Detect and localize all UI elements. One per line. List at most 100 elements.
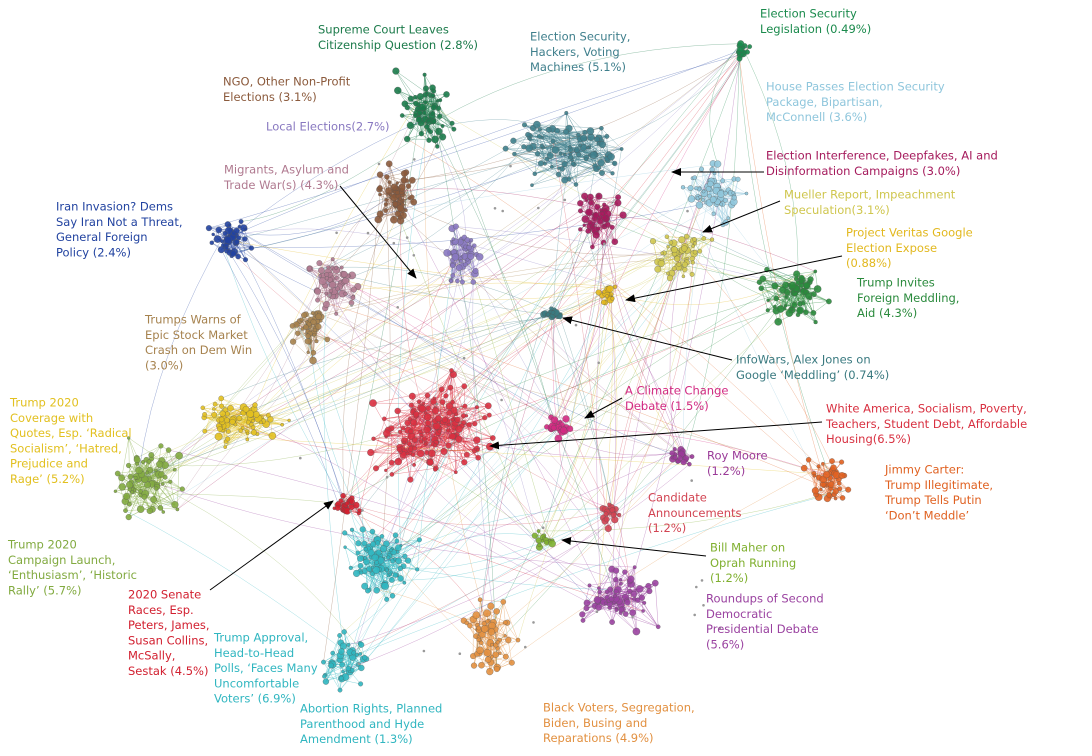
node xyxy=(717,190,725,198)
node xyxy=(687,185,694,192)
node xyxy=(236,235,242,241)
node xyxy=(314,288,321,295)
node xyxy=(384,174,390,180)
edge xyxy=(335,293,346,314)
node xyxy=(711,211,716,216)
node xyxy=(581,192,589,200)
node xyxy=(306,350,310,355)
node xyxy=(796,306,804,315)
node xyxy=(807,276,814,283)
node xyxy=(399,113,405,118)
node xyxy=(736,55,743,62)
node xyxy=(295,330,301,336)
node xyxy=(305,333,311,339)
node xyxy=(678,236,686,244)
node xyxy=(692,249,698,255)
edge xyxy=(459,267,474,283)
node xyxy=(408,176,416,184)
edge xyxy=(556,130,571,158)
node xyxy=(695,201,704,209)
node xyxy=(330,257,335,262)
edge xyxy=(564,429,839,480)
edge xyxy=(530,137,584,140)
edge xyxy=(573,139,598,165)
node xyxy=(691,244,695,248)
node xyxy=(465,257,470,262)
node xyxy=(324,336,331,343)
edge xyxy=(204,398,222,415)
node xyxy=(395,181,399,185)
node xyxy=(697,248,703,254)
node xyxy=(350,286,357,293)
node xyxy=(744,49,750,55)
node xyxy=(227,223,232,227)
node xyxy=(692,237,697,242)
node xyxy=(413,100,419,107)
node xyxy=(550,424,557,431)
node xyxy=(581,215,590,223)
edge xyxy=(796,289,814,314)
edge xyxy=(580,138,602,164)
edge xyxy=(177,455,180,510)
node xyxy=(205,225,212,232)
node xyxy=(578,227,583,232)
node xyxy=(602,289,607,294)
edge xyxy=(407,107,422,134)
node xyxy=(698,195,702,199)
node xyxy=(794,276,799,281)
node xyxy=(701,189,706,194)
node xyxy=(596,193,601,198)
node xyxy=(418,131,425,137)
edge xyxy=(373,401,420,439)
node xyxy=(314,339,319,344)
node xyxy=(405,183,412,189)
node xyxy=(619,211,627,219)
node xyxy=(315,313,322,320)
node xyxy=(407,95,414,102)
node xyxy=(431,135,439,144)
node xyxy=(383,202,388,207)
node xyxy=(392,67,400,75)
node xyxy=(731,195,737,201)
node xyxy=(426,137,432,143)
node xyxy=(689,271,695,277)
node xyxy=(747,44,753,49)
edge xyxy=(464,386,466,407)
node xyxy=(560,426,568,434)
node xyxy=(563,152,567,157)
node xyxy=(384,198,388,202)
edge xyxy=(565,131,609,156)
node xyxy=(449,120,455,126)
edge xyxy=(446,252,463,283)
edge xyxy=(433,107,455,130)
node xyxy=(813,269,818,274)
node xyxy=(744,191,749,196)
node xyxy=(310,318,317,326)
node xyxy=(455,264,463,271)
edge xyxy=(347,275,560,317)
node xyxy=(392,201,399,207)
node xyxy=(726,216,731,221)
node xyxy=(593,212,600,219)
node xyxy=(587,133,595,141)
edge xyxy=(358,226,591,665)
node xyxy=(810,310,817,316)
node xyxy=(416,93,424,101)
node xyxy=(813,319,818,325)
node xyxy=(233,227,240,234)
node xyxy=(737,40,745,48)
node xyxy=(714,160,722,168)
node xyxy=(612,160,618,166)
node xyxy=(684,233,690,240)
node xyxy=(601,299,607,305)
node xyxy=(530,183,534,187)
node xyxy=(602,223,607,228)
node xyxy=(451,237,456,241)
node xyxy=(689,256,695,262)
node xyxy=(664,234,670,239)
node xyxy=(577,200,584,207)
edge xyxy=(221,315,560,399)
node xyxy=(737,51,742,56)
edge xyxy=(415,97,443,127)
node xyxy=(668,240,674,245)
